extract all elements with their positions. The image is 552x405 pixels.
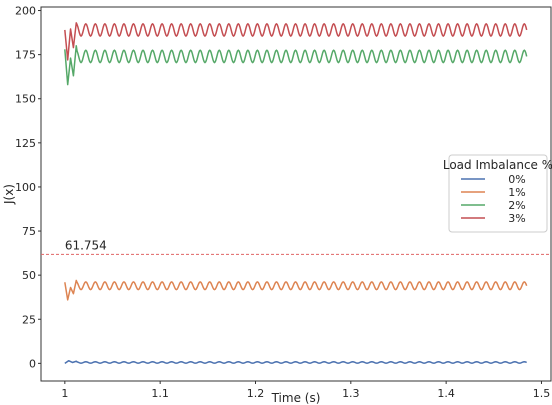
plot-area-border bbox=[40, 6, 552, 382]
plot-frame bbox=[40, 6, 552, 382]
legend-box bbox=[448, 154, 548, 233]
x-tick-label: 1.5 bbox=[533, 387, 551, 400]
reference-line-label: 61.754 bbox=[65, 238, 107, 252]
series-line-4 bbox=[64, 22, 528, 61]
y-axis-ticks: 0 25 50 75 100 125 150 175 200 bbox=[15, 5, 41, 370]
y-tick-label: 50 bbox=[22, 269, 36, 282]
y-tick-label: 150 bbox=[15, 93, 36, 106]
y-tick-label: 200 bbox=[15, 5, 36, 18]
y-tick-label: 25 bbox=[22, 313, 36, 326]
x-tick-label: 1.1 bbox=[151, 387, 169, 400]
x-tick-label: 1.3 bbox=[342, 387, 360, 400]
series-line-2 bbox=[64, 279, 528, 301]
y-axis-label: J(x) bbox=[2, 184, 16, 205]
y-tick-label: 75 bbox=[22, 225, 36, 238]
y-tick-label: 175 bbox=[15, 49, 36, 62]
x-tick-label: 1.4 bbox=[437, 387, 455, 400]
x-tick-label: 1 bbox=[61, 387, 68, 400]
legend-title: Load Imbalance % bbox=[443, 158, 552, 172]
series-line-1 bbox=[64, 359, 528, 364]
y-tick-label: 100 bbox=[15, 181, 36, 194]
series-line-3 bbox=[64, 45, 528, 86]
x-axis-ticks: 1 1.1 1.2 1.3 1.4 1.5 bbox=[61, 381, 550, 400]
series-lines bbox=[64, 22, 528, 364]
legend-label: 2% bbox=[508, 199, 525, 212]
y-tick-label: 125 bbox=[15, 137, 36, 150]
x-axis-label: Time (s) bbox=[271, 391, 321, 405]
y-tick-label: 0 bbox=[29, 357, 36, 370]
legend: Load Imbalance % 0%1%2%3% bbox=[443, 154, 552, 233]
x-tick-label: 1.2 bbox=[247, 387, 265, 400]
legend-label: 0% bbox=[508, 173, 525, 186]
legend-label: 3% bbox=[508, 212, 525, 225]
legend-label: 1% bbox=[508, 186, 525, 199]
